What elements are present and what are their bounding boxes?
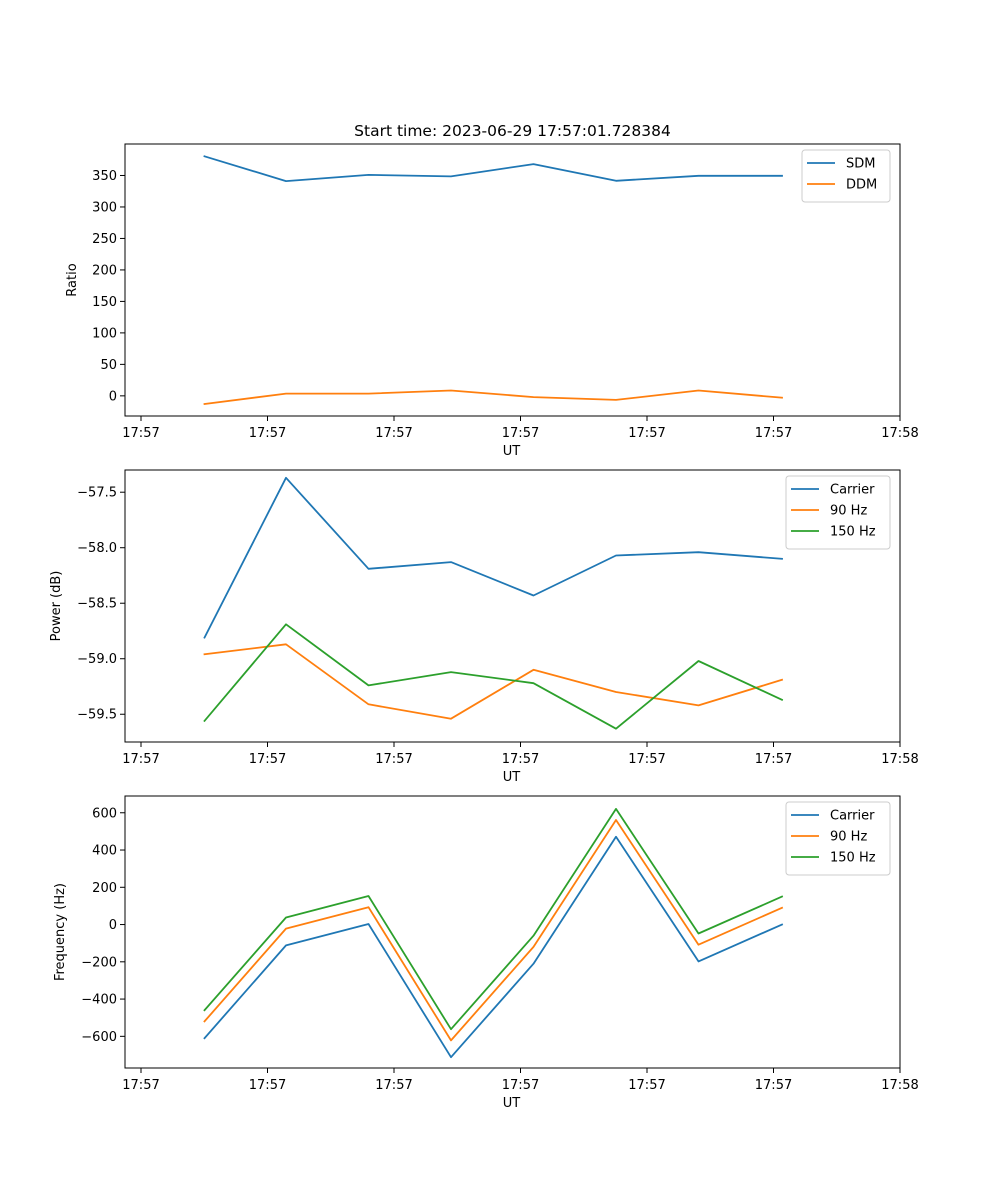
- x-tick-label: 17:58: [881, 752, 918, 767]
- legend-entry: DDM: [846, 178, 877, 193]
- y-tick-label: 150: [92, 295, 117, 310]
- chart-title: Start time: 2023-06-29 17:57:01.728384: [354, 122, 671, 140]
- x-tick-label: 17:57: [628, 752, 665, 767]
- legend: SDM DDM: [801, 149, 891, 203]
- y-tick-label: −400: [81, 993, 117, 1008]
- x-axis-label: UT: [503, 1096, 521, 1111]
- y-tick-label: −200: [81, 955, 117, 970]
- axes-frame: [124, 795, 901, 1069]
- y-tick-label: −57.5: [77, 486, 117, 501]
- y-tick-label: 50: [100, 358, 117, 373]
- y-axis-label: Power (dB): [49, 571, 64, 642]
- y-tick-label: 350: [92, 169, 117, 184]
- chart-panel-3: −600 −400 −200 0 200 400 600 17:57 17:57 17:57 17:…: [53, 795, 919, 1111]
- legend-entry: 150 Hz: [830, 525, 876, 540]
- y-tick-label: 200: [92, 263, 117, 278]
- legend-entry: Carrier: [830, 483, 875, 498]
- x-axis-label: UT: [503, 444, 521, 459]
- series-line-carrier: [203, 476, 783, 639]
- chart-panel-2: −59.5 −59.0 −58.5 −58.0 −57.5 17:57 17:57 17:57…: [49, 469, 919, 785]
- x-axis-label: UT: [503, 770, 521, 785]
- y-tick-label: 100: [92, 326, 117, 341]
- series-line-carrier: [203, 835, 784, 1059]
- axes-frame: [124, 143, 901, 417]
- y-tick-label: 0: [109, 389, 117, 404]
- plot-area: [125, 470, 900, 742]
- legend: Carrier 90 Hz 150 Hz: [785, 475, 891, 550]
- x-tick-label: 17:57: [249, 426, 286, 441]
- x-tick-label: 17:57: [249, 752, 286, 767]
- y-tick-label: 200: [92, 881, 117, 896]
- y-axis-label: Frequency (Hz): [53, 883, 68, 981]
- x-tick-label: 17:57: [628, 426, 665, 441]
- legend-entry: SDM: [846, 157, 875, 172]
- chart-panels: 0 50 100 150 200 250 300 350 17:57 17:57 17:57 17:5…: [49, 143, 919, 1111]
- series-line-sdm: [203, 155, 783, 183]
- y-tick-label: −58.5: [77, 597, 117, 612]
- y-tick-label: 250: [92, 232, 117, 247]
- plot-area: [125, 796, 900, 1068]
- y-tick-label: 600: [92, 806, 117, 821]
- y-tick-label: −59.5: [77, 708, 117, 723]
- series-line-90-hz: [203, 819, 784, 1042]
- x-tick-label: 17:57: [122, 752, 159, 767]
- series-line-150-hz: [203, 623, 784, 730]
- x-tick-label: 17:58: [881, 426, 918, 441]
- chart-panel-1: 0 50 100 150 200 250 300 350 17:57 17:57 17:57 17:5…: [65, 143, 919, 459]
- x-tick-label: 17:57: [122, 426, 159, 441]
- x-tick-label: 17:58: [881, 1078, 918, 1093]
- x-tick-label: 17:57: [122, 1078, 159, 1093]
- y-tick-label: −58.0: [77, 541, 117, 556]
- y-tick-label: −600: [81, 1030, 117, 1045]
- series-line-ddm: [203, 389, 783, 406]
- legend-entry: 90 Hz: [830, 830, 867, 845]
- x-tick-label: 17:57: [755, 1078, 792, 1093]
- x-tick-label: 17:57: [502, 1078, 539, 1093]
- y-tick-label: −59.0: [77, 652, 117, 667]
- x-tick-label: 17:57: [502, 752, 539, 767]
- legend-entry: 150 Hz: [830, 851, 876, 866]
- x-tick-label: 17:57: [755, 752, 792, 767]
- y-axis-label: Ratio: [65, 263, 80, 296]
- axes-frame: [124, 469, 901, 743]
- x-tick-label: 17:57: [375, 752, 412, 767]
- x-tick-label: 17:57: [755, 426, 792, 441]
- x-tick-label: 17:57: [249, 1078, 286, 1093]
- y-tick-label: 400: [92, 844, 117, 859]
- series-line-150-hz: [203, 808, 784, 1031]
- legend: Carrier 90 Hz 150 Hz: [785, 801, 891, 876]
- x-tick-label: 17:57: [628, 1078, 665, 1093]
- y-tick-label: 300: [92, 200, 117, 215]
- plot-area: [125, 144, 900, 416]
- legend-entry: 90 Hz: [830, 504, 867, 519]
- x-tick-label: 17:57: [375, 1078, 412, 1093]
- series-line-90-hz: [203, 643, 784, 720]
- legend-entry: Carrier: [830, 809, 875, 824]
- x-tick-label: 17:57: [502, 426, 539, 441]
- x-tick-label: 17:57: [375, 426, 412, 441]
- y-tick-label: 0: [109, 918, 117, 933]
